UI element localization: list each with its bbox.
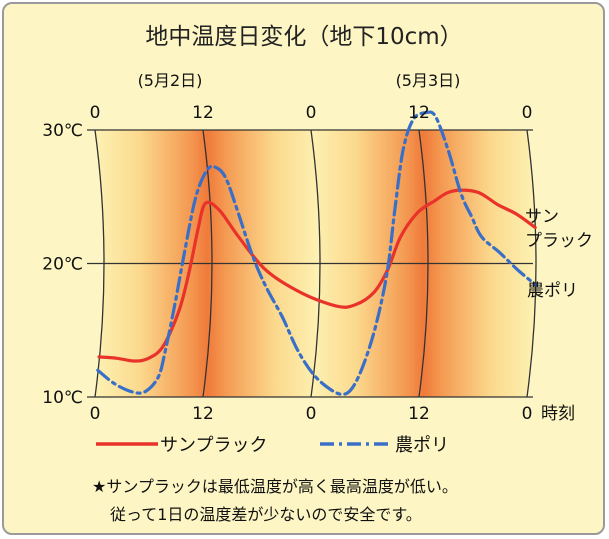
y-tick-30: 30℃ bbox=[42, 121, 83, 141]
date-label-may3: (5月3日) bbox=[396, 71, 461, 90]
series-layer bbox=[96, 110, 538, 396]
x-tick-bottom-2: 0 bbox=[306, 404, 317, 424]
chart-title: 地中温度日変化（地下10cm） bbox=[145, 24, 462, 50]
x-axis-unit: 時刻 bbox=[541, 404, 575, 424]
x-tick-bottom-3: 12 bbox=[408, 404, 430, 424]
series-label-noupori: 農ポリ bbox=[527, 281, 578, 301]
grid-lines bbox=[87, 129, 537, 398]
vgrid-48 bbox=[526, 129, 537, 398]
date-label-may2: (5月2日) bbox=[138, 71, 203, 90]
series-label-sunplak: サン プラック bbox=[525, 207, 593, 251]
x-ticks-bottom: 0 12 0 12 0 bbox=[90, 404, 533, 424]
x-ticks-top: 0 12 0 12 0 bbox=[90, 103, 533, 123]
series-line-1 bbox=[96, 110, 538, 396]
x-tick-bottom-0: 0 bbox=[90, 404, 101, 424]
y-ticks: 10℃ 20℃ 30℃ bbox=[42, 121, 83, 408]
x-tick-bottom-4: 0 bbox=[522, 404, 533, 424]
y-tick-10: 10℃ bbox=[42, 388, 83, 408]
series-label-sunplak-line1: サン bbox=[525, 207, 559, 227]
x-tick-top-2: 0 bbox=[306, 103, 317, 123]
x-tick-top-3: 12 bbox=[408, 103, 430, 123]
legend: サンプラック 農ポリ bbox=[96, 435, 449, 456]
x-tick-bottom-1: 12 bbox=[192, 404, 214, 424]
note-line-1: ★サンプラックは最低温度が高く最高温度が低い。 bbox=[92, 477, 458, 496]
y-tick-20: 20℃ bbox=[42, 255, 83, 275]
x-tick-top-0: 0 bbox=[90, 103, 101, 123]
note-line-2: 従って1日の温度差が少ないので安全です。 bbox=[110, 505, 422, 524]
x-tick-top-4: 0 bbox=[522, 103, 533, 123]
x-tick-top-1: 12 bbox=[192, 103, 214, 123]
series-label-sunplak-line2: プラック bbox=[525, 231, 593, 251]
legend-label-noupori: 農ポリ bbox=[395, 435, 449, 456]
legend-label-sunplak: サンプラック bbox=[160, 435, 267, 456]
